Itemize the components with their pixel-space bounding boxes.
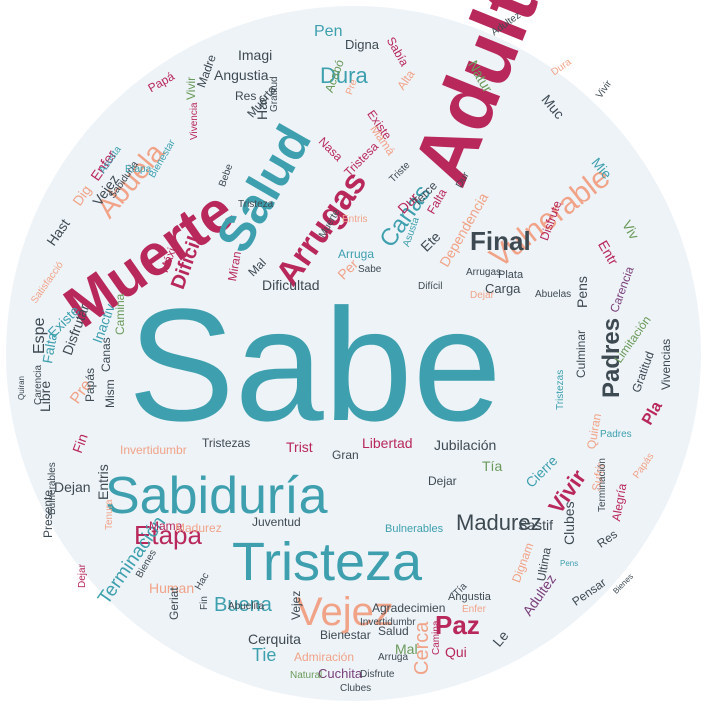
- word-agradecimien: Agradecimien: [372, 601, 446, 615]
- word-tristeza: Tristeza: [232, 532, 423, 592]
- word-jubilacion: Jubilación: [434, 437, 497, 453]
- word-dura: Dura: [320, 63, 368, 88]
- word-dejar: Dejar: [428, 474, 457, 488]
- word-sabiduria: Sabiduría: [105, 467, 328, 525]
- word-natural: Natural: [290, 670, 323, 681]
- word-dejar: Dejar: [77, 564, 88, 588]
- word-clubes: Clubes: [561, 501, 577, 545]
- word-quiran: Quiran: [17, 375, 26, 400]
- word-libertad: Libertad: [362, 435, 413, 451]
- word-padres: Padres: [600, 429, 632, 440]
- word-bienestar: Bienestar: [320, 628, 371, 642]
- word-bulnerables: Bulnerables: [47, 462, 58, 515]
- word-admiracion: Admiración: [294, 650, 355, 664]
- word-plata: Plata: [498, 269, 524, 281]
- word-abuelita: Abuelita: [228, 601, 265, 612]
- word-tenura: Tenura: [104, 499, 115, 530]
- word-culminar: Culminar: [574, 329, 588, 378]
- word-madurez: Madurez: [175, 521, 222, 535]
- word-enfer: Enfer: [462, 604, 486, 615]
- word-pen: Pen: [314, 23, 343, 40]
- word-tristeza: Tristeza: [238, 199, 274, 210]
- word-cuchita: Cuchita: [318, 666, 363, 681]
- word-entris: Entris: [342, 214, 368, 225]
- word-mama: Mama: [149, 519, 183, 533]
- word-canas: Canas: [99, 337, 113, 372]
- word-sabe: Sabe: [128, 275, 502, 454]
- word-dejar: Dejar: [470, 290, 494, 301]
- word-disfrute: Disfrute: [360, 669, 395, 680]
- word-salud: Salud: [378, 624, 409, 638]
- word-cerquita: Cerquita: [248, 631, 301, 647]
- word-tristezas: Tristezas: [202, 436, 251, 450]
- word-sastif: Sastif: [518, 517, 554, 533]
- word-bulnerables: Bulnerables: [385, 523, 444, 535]
- word-vejez: Vejez: [289, 590, 303, 620]
- word-terminacion: Terminación: [597, 458, 608, 512]
- word-tie: Tie: [252, 645, 277, 665]
- word-invertidumbr: Invertidumbr: [360, 617, 416, 628]
- word-qui: Qui: [445, 644, 467, 660]
- word-carga: Carga: [485, 281, 521, 296]
- word-pens: Pens: [560, 559, 579, 568]
- word-arrugas: Arrugas: [466, 267, 502, 278]
- word-mal: Mal: [395, 641, 418, 657]
- word-papas: Papás: [83, 367, 97, 402]
- word-dificil: Difícil: [418, 281, 443, 292]
- word-vejez: Vejez: [296, 590, 394, 634]
- word-final: Final: [470, 226, 531, 256]
- word-carencia: Carencia: [33, 364, 44, 405]
- word-trist: Trist: [286, 439, 313, 455]
- word-gran: Gran: [332, 448, 359, 462]
- word-camina: Camina: [113, 293, 127, 335]
- word-angustia: Angustia: [214, 67, 269, 83]
- word-arruga: Arruga: [378, 652, 409, 663]
- word-imagi: Imagi: [238, 47, 273, 63]
- word-sabe: Sabe: [358, 264, 382, 275]
- word-fin: Fin: [199, 596, 210, 610]
- word-res: Res: [235, 89, 257, 103]
- word-camina: Camina: [431, 620, 442, 655]
- word-gratitud: Gratitud: [269, 76, 280, 112]
- word-human: Human: [149, 580, 195, 596]
- word-angustia: Angustia: [448, 591, 491, 603]
- word-pens: Pens: [574, 276, 590, 308]
- word-arruga: Arruga: [338, 247, 375, 261]
- word-vivir: Vivir: [594, 78, 615, 101]
- word-geriat: Geriat: [167, 587, 181, 620]
- cloud-background: [6, 6, 701, 701]
- word-entris: Entris: [95, 464, 111, 500]
- word-vivencias: Vivencias: [659, 338, 673, 390]
- word-abuelas: Abuelas: [535, 289, 572, 300]
- word-madurez: Madurez: [456, 510, 542, 535]
- word-paz: Paz: [435, 610, 480, 640]
- word-buena: Buena: [214, 594, 272, 616]
- word-dejan: Dejan: [54, 479, 91, 495]
- word-dificultad: Dificultad: [262, 277, 320, 293]
- word-vivencia: Vivencia: [189, 102, 200, 140]
- word-etapa: Etapa: [134, 520, 202, 550]
- word-etapa: Etapa: [125, 164, 152, 175]
- word-juventud: Juventud: [252, 515, 301, 529]
- word-mism: Mism: [103, 379, 117, 408]
- word-tristezas: Tristezas: [555, 369, 566, 410]
- word-clubes: Clubes: [340, 683, 372, 694]
- word-tia: Tía: [482, 458, 503, 474]
- word-invertidumbr: Invertidumbr: [120, 443, 187, 457]
- word-digna: Digna: [345, 37, 379, 52]
